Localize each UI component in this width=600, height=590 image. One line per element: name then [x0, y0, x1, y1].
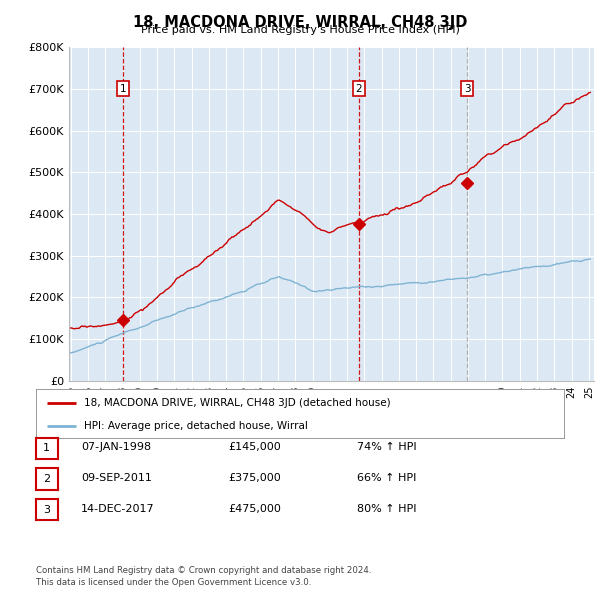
Text: 2: 2 — [43, 474, 50, 484]
Text: £375,000: £375,000 — [228, 473, 281, 483]
Text: 18, MACDONA DRIVE, WIRRAL, CH48 3JD (detached house): 18, MACDONA DRIVE, WIRRAL, CH48 3JD (det… — [83, 398, 390, 408]
Text: Price paid vs. HM Land Registry's House Price Index (HPI): Price paid vs. HM Land Registry's House … — [140, 25, 460, 35]
Text: 3: 3 — [464, 84, 470, 94]
Text: 80% ↑ HPI: 80% ↑ HPI — [357, 504, 416, 513]
Text: 74% ↑ HPI: 74% ↑ HPI — [357, 442, 416, 452]
Text: 2: 2 — [356, 84, 362, 94]
Text: 66% ↑ HPI: 66% ↑ HPI — [357, 473, 416, 483]
Text: 1: 1 — [43, 444, 50, 453]
Text: 3: 3 — [43, 505, 50, 514]
Text: HPI: Average price, detached house, Wirral: HPI: Average price, detached house, Wirr… — [83, 421, 307, 431]
Text: 1: 1 — [120, 84, 127, 94]
Text: £145,000: £145,000 — [228, 442, 281, 452]
Text: Contains HM Land Registry data © Crown copyright and database right 2024.
This d: Contains HM Land Registry data © Crown c… — [36, 566, 371, 587]
Text: £475,000: £475,000 — [228, 504, 281, 513]
Text: 09-SEP-2011: 09-SEP-2011 — [81, 473, 152, 483]
Text: 18, MACDONA DRIVE, WIRRAL, CH48 3JD: 18, MACDONA DRIVE, WIRRAL, CH48 3JD — [133, 15, 467, 30]
Text: 07-JAN-1998: 07-JAN-1998 — [81, 442, 151, 452]
Text: 14-DEC-2017: 14-DEC-2017 — [81, 504, 155, 513]
